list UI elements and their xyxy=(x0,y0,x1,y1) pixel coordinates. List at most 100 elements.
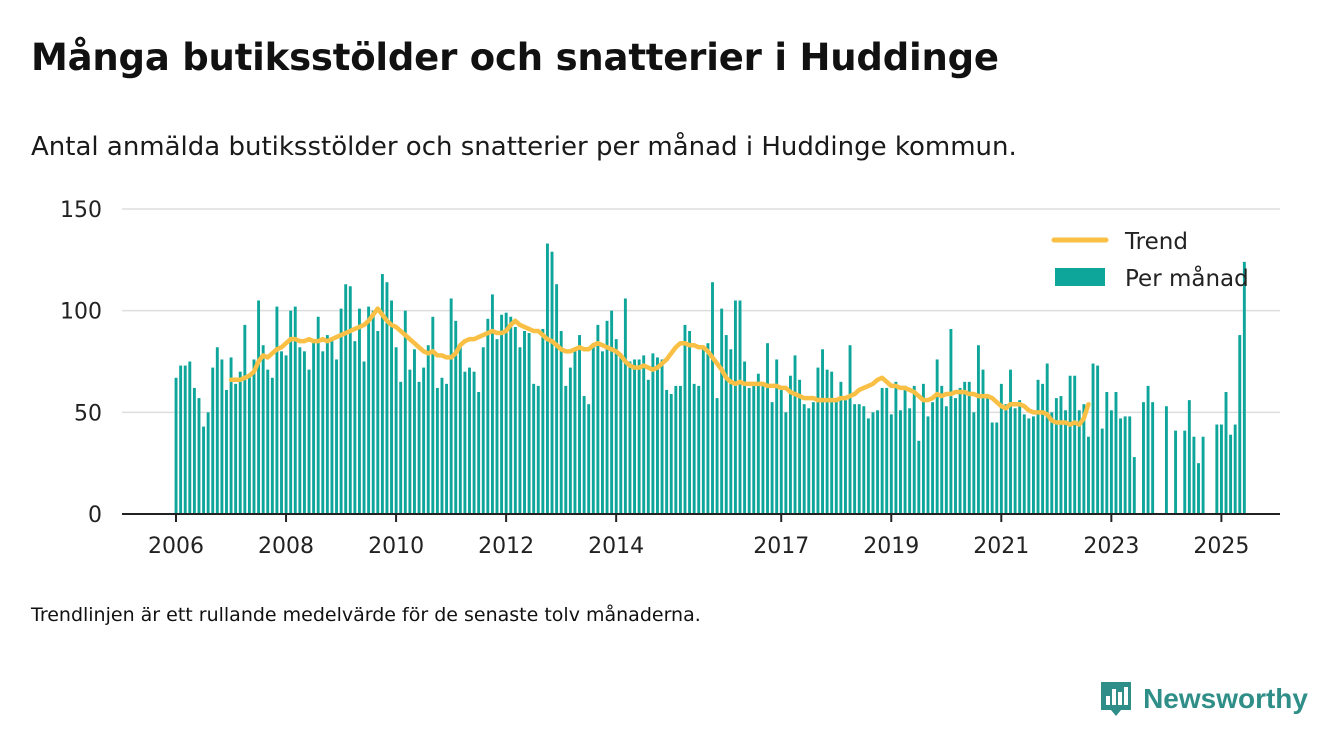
brand[interactable]: Newsworthy xyxy=(1099,680,1308,718)
bar xyxy=(500,314,504,514)
bar xyxy=(578,335,581,514)
bar xyxy=(1132,457,1136,514)
bar xyxy=(866,418,870,514)
bar xyxy=(1215,424,1219,514)
bar xyxy=(678,385,682,514)
bar xyxy=(380,274,384,514)
bar xyxy=(468,367,471,514)
bar xyxy=(1174,430,1178,514)
bar xyxy=(545,243,549,514)
bar xyxy=(1036,379,1040,514)
bar xyxy=(179,365,183,514)
bar xyxy=(234,383,238,514)
bar-series xyxy=(174,243,1246,514)
bar xyxy=(481,347,485,514)
bar xyxy=(220,359,224,514)
bar xyxy=(523,331,526,514)
bar xyxy=(660,359,664,514)
bar xyxy=(582,396,586,514)
bar xyxy=(527,333,531,514)
bar xyxy=(972,412,976,514)
bar xyxy=(243,324,247,514)
bar xyxy=(591,343,595,514)
legend: Trend Per månad xyxy=(1051,229,1249,292)
bar xyxy=(1100,428,1104,514)
bar xyxy=(811,402,815,514)
bar xyxy=(779,387,783,514)
bar xyxy=(1151,402,1155,514)
bar xyxy=(633,359,636,514)
bar xyxy=(1096,365,1100,514)
bar xyxy=(807,408,811,514)
bar xyxy=(830,371,834,514)
bar xyxy=(394,347,398,514)
bar xyxy=(605,320,609,514)
bar xyxy=(853,404,857,514)
bar xyxy=(348,286,352,514)
bar xyxy=(775,359,779,514)
bar xyxy=(426,345,430,514)
x-tick-label: 2023 xyxy=(1083,534,1139,559)
bar xyxy=(921,383,925,514)
bar xyxy=(761,383,765,514)
legend-bars-swatch xyxy=(1055,268,1105,286)
bar xyxy=(656,357,659,514)
bar xyxy=(688,331,692,514)
bar xyxy=(211,367,215,514)
page-title: Många butiksstölder och snatterier i Hud… xyxy=(31,36,999,79)
bar xyxy=(458,345,462,514)
bar xyxy=(568,367,572,514)
bar xyxy=(353,341,357,514)
x-axis-ticks: 2006 2008 2010 2012 2014 2017 2019 2021 2023 2025 xyxy=(148,514,1249,559)
bar xyxy=(229,357,233,514)
bar xyxy=(559,331,563,514)
bar xyxy=(587,404,591,514)
bar xyxy=(788,375,792,514)
bar xyxy=(816,367,820,514)
bar xyxy=(431,316,435,514)
x-tick-label: 2017 xyxy=(753,534,809,559)
bar xyxy=(697,385,701,514)
bar xyxy=(903,385,907,514)
bar xyxy=(692,383,696,514)
bar xyxy=(619,353,623,514)
bar xyxy=(1045,363,1049,514)
newsworthy-logo-icon xyxy=(1101,682,1132,716)
bar xyxy=(999,383,1003,514)
bar xyxy=(289,310,293,514)
bar xyxy=(197,398,201,514)
bar xyxy=(1119,418,1123,514)
bar xyxy=(1142,402,1145,514)
bar xyxy=(623,298,627,514)
bar xyxy=(720,308,724,514)
bar xyxy=(963,381,967,514)
bar xyxy=(390,300,393,514)
bar xyxy=(981,369,985,514)
bar xyxy=(990,422,994,514)
bar xyxy=(339,308,343,514)
bar xyxy=(344,284,348,514)
bar xyxy=(550,251,554,514)
bar xyxy=(1229,434,1233,514)
bar xyxy=(472,371,476,514)
bar xyxy=(1018,400,1022,514)
brand-name: Newsworthy xyxy=(1143,683,1308,714)
bar xyxy=(752,383,756,514)
bar xyxy=(376,331,380,514)
x-tick-label: 2008 xyxy=(258,534,314,559)
bar xyxy=(880,387,884,514)
bar xyxy=(1114,392,1118,514)
bar xyxy=(844,400,847,514)
footnote: Trendlinjen är ett rullande medelvärde f… xyxy=(31,604,701,626)
bar xyxy=(770,402,774,514)
bar xyxy=(637,359,641,514)
bar xyxy=(610,310,614,514)
bar xyxy=(944,406,948,514)
bar xyxy=(367,306,371,514)
bar xyxy=(646,379,650,514)
bar xyxy=(307,369,311,514)
bar xyxy=(628,361,632,514)
bar xyxy=(669,394,673,514)
bar xyxy=(1219,424,1223,514)
